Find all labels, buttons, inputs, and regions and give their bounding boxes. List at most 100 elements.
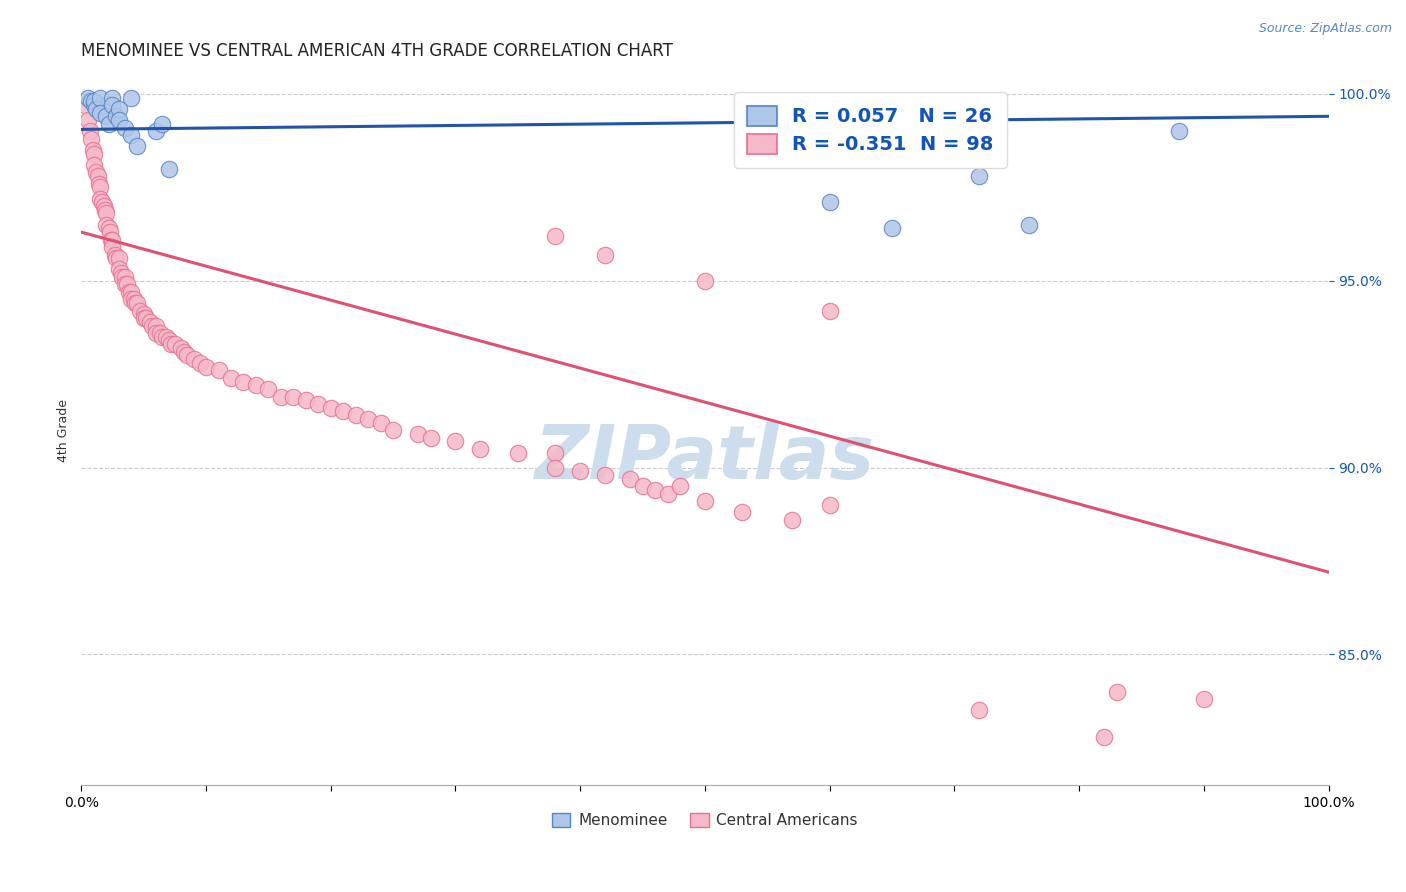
Point — [370, 416, 392, 430]
Point — [89, 90, 111, 104]
Point — [91, 195, 114, 210]
Point — [129, 303, 152, 318]
Point — [188, 356, 211, 370]
Point — [84, 165, 107, 179]
Point — [127, 139, 149, 153]
Point — [444, 434, 467, 449]
Point — [880, 221, 903, 235]
Point — [1092, 730, 1115, 744]
Point — [145, 124, 167, 138]
Point — [120, 90, 142, 104]
Point — [73, 98, 96, 112]
Point — [132, 307, 155, 321]
Point — [97, 221, 120, 235]
Point — [139, 315, 162, 329]
Point — [207, 363, 229, 377]
Legend: Menominee, Central Americans: Menominee, Central Americans — [546, 807, 863, 834]
Point — [93, 199, 115, 213]
Point — [593, 467, 616, 482]
Point — [160, 337, 183, 351]
Point — [80, 132, 103, 146]
Point — [104, 247, 127, 261]
Point — [150, 117, 173, 131]
Point — [163, 337, 186, 351]
Point — [245, 378, 267, 392]
Point — [170, 341, 193, 355]
Point — [114, 277, 136, 292]
Point — [157, 161, 180, 176]
Point — [101, 90, 124, 104]
Point — [83, 98, 105, 112]
Point — [357, 412, 380, 426]
Point — [406, 426, 429, 441]
Point — [283, 390, 305, 404]
Point — [120, 285, 142, 299]
Point — [1192, 692, 1215, 706]
Point — [132, 311, 155, 326]
Point — [382, 423, 405, 437]
Point — [344, 408, 367, 422]
Point — [176, 348, 198, 362]
Point — [544, 445, 567, 459]
Point — [149, 326, 172, 340]
Point — [84, 102, 107, 116]
Point — [307, 397, 329, 411]
Point — [76, 113, 98, 128]
Point — [101, 98, 124, 112]
Point — [1018, 218, 1040, 232]
Point — [96, 206, 118, 220]
Point — [101, 240, 124, 254]
Point — [135, 311, 157, 326]
Point — [1168, 124, 1191, 138]
Point — [319, 401, 342, 415]
Point — [118, 285, 141, 299]
Point — [631, 479, 654, 493]
Point — [80, 95, 103, 109]
Point — [110, 266, 132, 280]
Point — [969, 169, 991, 183]
Point — [86, 169, 108, 183]
Point — [593, 247, 616, 261]
Text: MENOMINEE VS CENTRAL AMERICAN 4TH GRADE CORRELATION CHART: MENOMINEE VS CENTRAL AMERICAN 4TH GRADE … — [82, 42, 673, 60]
Text: Source: ZipAtlas.com: Source: ZipAtlas.com — [1258, 22, 1392, 36]
Point — [155, 330, 177, 344]
Point — [569, 464, 592, 478]
Point — [219, 371, 242, 385]
Point — [89, 192, 111, 206]
Y-axis label: 4th Grade: 4th Grade — [58, 399, 70, 462]
Point — [76, 90, 98, 104]
Point — [83, 95, 105, 109]
Point — [295, 393, 318, 408]
Point — [117, 277, 139, 292]
Point — [506, 445, 529, 459]
Point — [107, 113, 129, 128]
Point — [257, 382, 280, 396]
Point — [731, 505, 754, 519]
Point — [127, 296, 149, 310]
Point — [270, 390, 292, 404]
Point — [157, 334, 180, 348]
Point — [114, 120, 136, 135]
Point — [470, 442, 492, 456]
Point — [82, 143, 104, 157]
Point — [96, 218, 118, 232]
Point — [98, 225, 121, 239]
Point — [87, 177, 110, 191]
Point — [544, 460, 567, 475]
Point — [419, 431, 441, 445]
Point — [693, 274, 716, 288]
Point — [145, 318, 167, 333]
Point — [818, 498, 841, 512]
Point — [105, 252, 128, 266]
Point — [79, 124, 101, 138]
Point — [107, 102, 129, 116]
Point — [111, 269, 134, 284]
Point — [107, 262, 129, 277]
Point — [141, 318, 163, 333]
Text: ZIPatlas: ZIPatlas — [534, 422, 875, 495]
Point — [101, 233, 124, 247]
Point — [544, 228, 567, 243]
Point — [669, 479, 692, 493]
Point — [173, 344, 195, 359]
Point — [107, 252, 129, 266]
